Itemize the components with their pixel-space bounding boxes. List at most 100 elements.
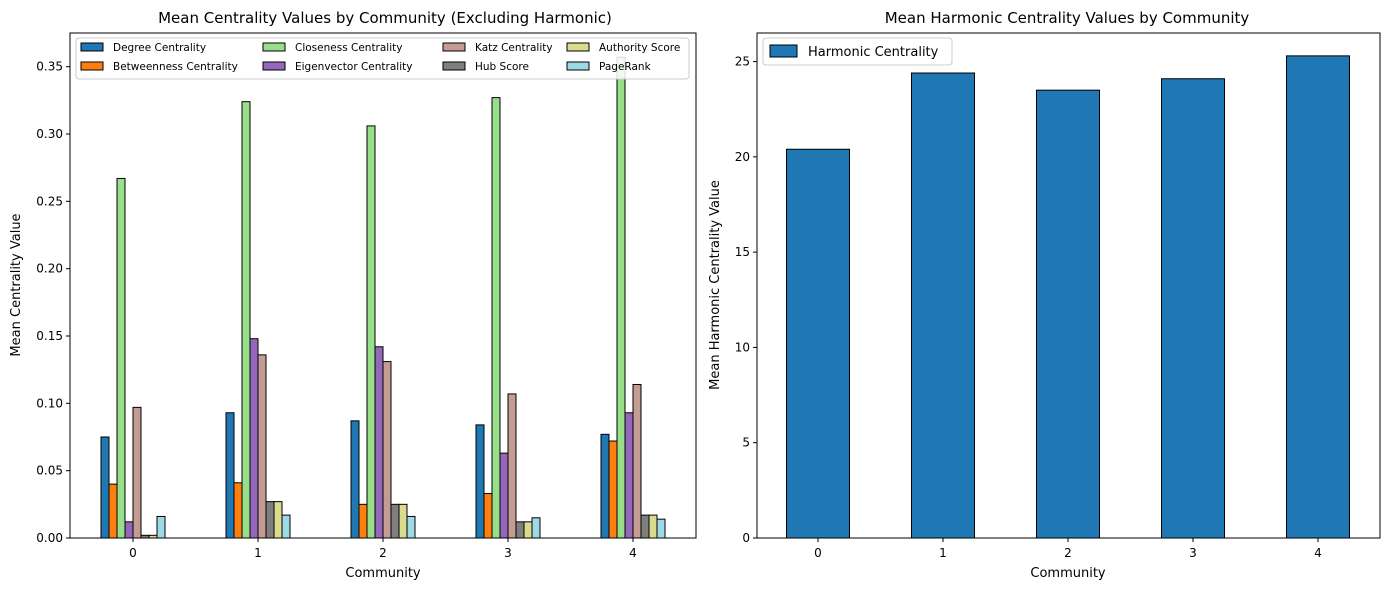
bar-eigenvector-centrality-community-3 xyxy=(499,452,509,539)
bar-closeness-centrality-community-3 xyxy=(491,97,501,539)
bar-harmonic-centrality-community-1 xyxy=(911,72,975,539)
y-tick-label: 0.20 xyxy=(36,262,63,276)
chart-left-x-label: Community xyxy=(345,566,421,581)
legend-swatch xyxy=(566,61,590,71)
bar-degree-centrality-community-4 xyxy=(600,433,610,539)
bar-closeness-centrality-community-1 xyxy=(241,101,251,539)
chart-right-y-ticks: 0 5 10 15 20 25 xyxy=(735,55,757,545)
y-tick-label: 0.15 xyxy=(36,329,63,343)
legend-swatch xyxy=(80,42,104,52)
legend-label: Hub Score xyxy=(475,61,529,73)
bar-katz-centrality-community-0 xyxy=(132,406,142,539)
bar-eigenvector-centrality-community-0 xyxy=(124,521,134,539)
bar-pagerank-community-2 xyxy=(406,515,416,539)
bar-eigenvector-centrality-community-1 xyxy=(249,338,259,539)
legend-label: Harmonic Centrality xyxy=(808,45,939,60)
legend-label: Eigenvector Centrality xyxy=(295,61,412,73)
legend-swatch xyxy=(262,42,286,52)
bar-closeness-centrality-community-0 xyxy=(116,177,126,539)
bar-eigenvector-centrality-community-2 xyxy=(374,346,384,539)
x-tick-label: 2 xyxy=(379,546,387,560)
bar-hub-score-community-4 xyxy=(640,514,650,539)
bar-harmonic-centrality-community-0 xyxy=(786,148,850,539)
legend-swatch xyxy=(566,42,590,52)
bar-authority-score-community-1 xyxy=(273,501,283,539)
legend-label: Degree Centrality xyxy=(113,42,206,54)
bar-harmonic-centrality-community-2 xyxy=(1036,89,1100,539)
chart-right-y-label: Mean Harmonic Centrality Value xyxy=(708,180,723,390)
y-tick-label: 25 xyxy=(735,55,750,69)
bar-closeness-centrality-community-4 xyxy=(616,56,626,539)
bar-katz-centrality-community-3 xyxy=(507,393,517,539)
legend-label: PageRank xyxy=(599,61,652,73)
x-tick-label: 2 xyxy=(1064,546,1072,560)
bar-pagerank-community-4 xyxy=(656,518,666,539)
chart-left-legend-box xyxy=(75,37,690,80)
bar-degree-centrality-community-3 xyxy=(475,424,485,539)
bar-betweenness-centrality-community-2 xyxy=(358,503,368,539)
bar-hub-score-community-2 xyxy=(390,503,400,539)
bar-authority-score-community-3 xyxy=(523,521,533,539)
bar-betweenness-centrality-community-0 xyxy=(108,483,118,539)
x-tick-label: 4 xyxy=(629,546,637,560)
bar-betweenness-centrality-community-3 xyxy=(483,493,493,539)
x-tick-label: 4 xyxy=(1314,546,1322,560)
bar-pagerank-community-3 xyxy=(531,517,541,539)
chart-left-y-label: Mean Centrality Value xyxy=(9,213,24,356)
x-tick-label: 1 xyxy=(939,546,947,560)
chart-right-x-ticks: 0 1 2 3 4 xyxy=(814,538,1322,560)
bar-eigenvector-centrality-community-4 xyxy=(624,412,634,539)
y-tick-label: 0.35 xyxy=(36,60,63,74)
bar-harmonic-centrality-community-3 xyxy=(1161,78,1225,539)
x-tick-label: 1 xyxy=(254,546,262,560)
x-tick-label: 3 xyxy=(1189,546,1197,560)
y-tick-label: 5 xyxy=(742,436,750,450)
x-tick-label: 0 xyxy=(129,546,137,560)
legend-label: Katz Centrality xyxy=(475,42,553,54)
bar-degree-centrality-community-0 xyxy=(100,436,110,539)
chart-left-bars xyxy=(100,56,666,539)
chart-left-x-ticks: 0 1 2 3 4 xyxy=(129,538,637,560)
bar-betweenness-centrality-community-4 xyxy=(608,440,618,539)
bar-pagerank-community-0 xyxy=(156,515,166,539)
legend-label: Authority Score xyxy=(599,42,680,54)
legend-swatch xyxy=(80,61,104,71)
y-tick-label: 15 xyxy=(735,245,750,259)
bar-betweenness-centrality-community-1 xyxy=(233,482,243,539)
chart-left-y-ticks: 0.00 0.05 0.10 0.15 0.20 0.25 0.30 0.35 xyxy=(36,60,70,545)
x-tick-label: 3 xyxy=(504,546,512,560)
chart-right-legend: Harmonic Centrality xyxy=(762,37,953,66)
legend-swatch xyxy=(262,61,286,71)
y-tick-label: 0.30 xyxy=(36,127,63,141)
legend-swatch xyxy=(769,44,798,58)
bar-degree-centrality-community-2 xyxy=(350,420,360,539)
bar-degree-centrality-community-1 xyxy=(225,412,235,539)
y-tick-label: 0.10 xyxy=(36,396,63,410)
chart-right-legend-box xyxy=(762,37,953,66)
x-tick-label: 0 xyxy=(814,546,822,560)
chart-right-title: Mean Harmonic Centrality Values by Commu… xyxy=(885,9,1250,27)
bar-katz-centrality-community-1 xyxy=(257,354,267,539)
chart-right-bars xyxy=(786,55,1350,539)
bar-authority-score-community-2 xyxy=(398,503,408,539)
y-tick-label: 0.00 xyxy=(36,531,63,545)
bar-katz-centrality-community-4 xyxy=(632,383,642,539)
chart-right-x-label: Community xyxy=(1030,566,1106,581)
bar-closeness-centrality-community-2 xyxy=(366,125,376,539)
y-tick-label: 0.05 xyxy=(36,464,63,478)
legend-label: Betweenness Centrality xyxy=(113,61,238,73)
legend-label: Closeness Centrality xyxy=(295,42,402,54)
chart-left-legend: Degree Centrality Betweenness Centrality C… xyxy=(75,37,690,80)
bar-hub-score-community-3 xyxy=(515,521,525,539)
legend-swatch xyxy=(442,61,466,71)
y-tick-label: 0.25 xyxy=(36,194,63,208)
chart-left: Mean Centrality Values by Community (Exc… xyxy=(9,9,697,581)
legend-swatch xyxy=(442,42,466,52)
chart-left-title: Mean Centrality Values by Community (Exc… xyxy=(158,9,612,27)
bar-authority-score-community-4 xyxy=(648,514,658,539)
chart-right: Mean Harmonic Centrality Values by Commu… xyxy=(708,9,1381,581)
bar-pagerank-community-1 xyxy=(281,514,291,539)
bar-harmonic-centrality-community-4 xyxy=(1286,55,1350,539)
y-tick-label: 0 xyxy=(742,531,750,545)
